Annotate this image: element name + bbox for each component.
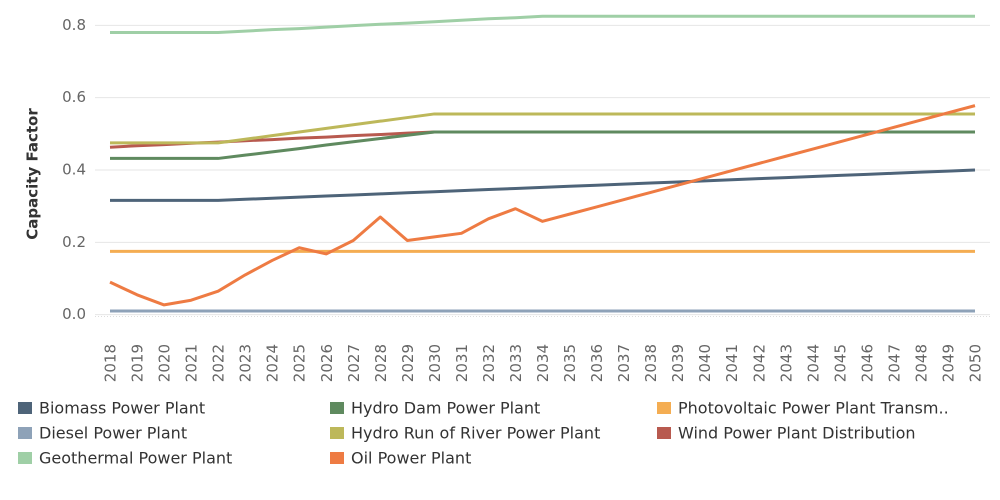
x-tick-label: 2030 bbox=[426, 344, 444, 382]
x-tick-label: 2023 bbox=[237, 344, 255, 382]
line-series bbox=[109, 104, 976, 307]
x-tick-label: 2040 bbox=[696, 344, 714, 382]
legend-label: Hydro Dam Power Plant bbox=[351, 399, 540, 418]
legend-label: Oil Power Plant bbox=[351, 449, 471, 468]
x-tick-label: 2024 bbox=[264, 344, 282, 382]
x-tick-label: 2041 bbox=[723, 344, 741, 382]
legend-label: Geothermal Power Plant bbox=[39, 449, 232, 468]
line-series bbox=[110, 14, 975, 35]
legend-swatch bbox=[657, 427, 671, 439]
x-tick-label: 2048 bbox=[912, 344, 930, 382]
x-tick-label: 2031 bbox=[453, 344, 471, 382]
x-tick-label: 2033 bbox=[507, 344, 525, 382]
line-series bbox=[110, 112, 975, 145]
x-tick-label: 2043 bbox=[777, 344, 795, 382]
x-tick-label: 2022 bbox=[210, 344, 228, 382]
x-tick-label: 2025 bbox=[291, 344, 309, 382]
x-tick-label: 2019 bbox=[129, 344, 147, 382]
x-tick-label: 2039 bbox=[669, 344, 687, 382]
x-tick-label: 2037 bbox=[615, 344, 633, 382]
legend-swatch bbox=[330, 427, 344, 439]
legend-label: Biomass Power Plant bbox=[39, 399, 205, 418]
legend-swatch bbox=[657, 402, 671, 414]
y-tick-label: 0.2 bbox=[62, 233, 86, 251]
x-tick-label: 2034 bbox=[534, 344, 552, 382]
y-tick-label: 0.6 bbox=[62, 88, 86, 106]
legend-swatch bbox=[330, 452, 344, 464]
x-tick-label: 2038 bbox=[642, 344, 660, 382]
x-tick-label: 2050 bbox=[967, 344, 985, 382]
y-tick-label: 0.8 bbox=[62, 16, 86, 34]
legend-label: Hydro Run of River Power Plant bbox=[351, 424, 600, 443]
x-tick-label: 2042 bbox=[750, 344, 768, 382]
legend-swatch bbox=[18, 402, 32, 414]
x-tick-label: 2044 bbox=[804, 344, 822, 382]
legend-label: Photovoltaic Power Plant Transm.. bbox=[678, 399, 949, 418]
y-tick-label: 0.4 bbox=[62, 161, 86, 179]
x-tick-label: 2046 bbox=[858, 344, 876, 382]
legend-swatch bbox=[330, 402, 344, 414]
x-tick-label: 2020 bbox=[156, 344, 174, 382]
x-tick-label: 2049 bbox=[939, 344, 957, 382]
y-tick-label: 0.0 bbox=[62, 305, 86, 323]
x-tick-label: 2028 bbox=[372, 344, 390, 382]
x-tick-label: 2027 bbox=[345, 344, 363, 382]
legend-swatch bbox=[18, 427, 32, 439]
line-series bbox=[110, 130, 975, 160]
x-tick-label: 2032 bbox=[480, 344, 498, 382]
legend-swatch bbox=[18, 452, 32, 464]
x-tick-label: 2018 bbox=[102, 344, 120, 382]
x-tick-label: 2021 bbox=[183, 344, 201, 382]
line-series bbox=[110, 168, 976, 202]
legend-label: Diesel Power Plant bbox=[39, 424, 187, 443]
x-tick-label: 2029 bbox=[399, 344, 417, 382]
x-tick-label: 2026 bbox=[318, 344, 336, 382]
x-tick-label: 2045 bbox=[831, 344, 849, 382]
x-tick-label: 2036 bbox=[588, 344, 606, 382]
x-tick-label: 2047 bbox=[885, 344, 903, 382]
y-axis-label: Capacity Factor bbox=[24, 108, 42, 240]
legend-label: Wind Power Plant Distribution bbox=[678, 424, 916, 443]
x-tick-label: 2035 bbox=[561, 344, 579, 382]
